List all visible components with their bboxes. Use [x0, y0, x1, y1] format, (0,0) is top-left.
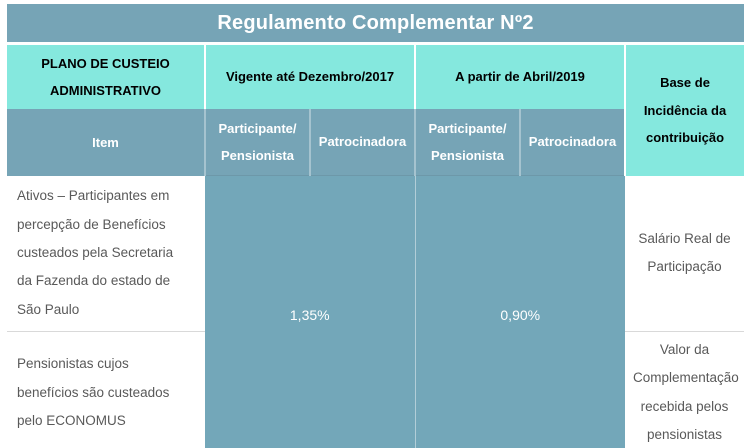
table-title: Regulamento Complementar Nº2	[7, 4, 745, 45]
header-period-dezembro-2017: Vigente até Dezembro/2017	[204, 43, 415, 109]
header-row-subcolumns: Item Participante/ Pensionista Patrocina…	[7, 109, 744, 176]
header-period-abril-2019: A partir de Abril/2019	[414, 43, 625, 109]
header-item: Item	[7, 109, 205, 176]
header-plano-custeio: PLANO DE CUSTEIO ADMINISTRATIVO	[7, 43, 205, 109]
header-base-incidencia: Base de Incidência da contribuição	[623, 43, 745, 176]
regulation-table: Regulamento Complementar Nº2 PLANO DE CU…	[7, 4, 745, 448]
header-patrocinadora-2: Patrocinadora	[519, 109, 625, 176]
base-valor-complementacao: Valor da Complementação recebida pelos p…	[625, 331, 745, 448]
rate-dezembro-2017: 1,35%	[205, 174, 415, 448]
item-pensionistas-text: Pensionistas cujos benefícios são custea…	[7, 331, 205, 448]
header-row-groups: PLANO DE CUSTEIO ADMINISTRATIVO Vigente …	[7, 43, 745, 176]
header-patrocinadora-1: Patrocinadora	[309, 109, 415, 176]
header-participante-pensionista-2: Participante/ Pensionista	[414, 109, 520, 176]
table-row-pensionistas: Pensionistas cujos benefícios são custea…	[7, 331, 745, 448]
base-salario-real: Salário Real de Participação	[625, 175, 745, 332]
header-participante-pensionista-1: Participante/ Pensionista	[204, 109, 310, 176]
item-ativos-text: Ativos – Participantes em percepção de B…	[7, 175, 205, 332]
table-row-ativos: Ativos – Participantes em percepção de B…	[7, 174, 745, 448]
title-row: Regulamento Complementar Nº2	[7, 4, 745, 45]
rate-abril-2019: 0,90%	[414, 174, 625, 448]
